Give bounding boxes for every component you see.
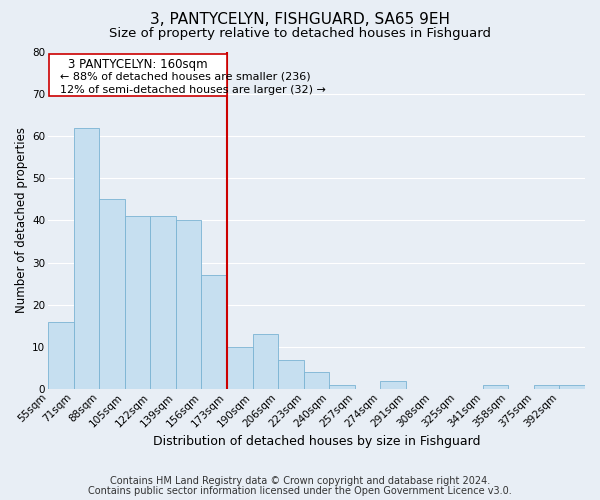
Text: Size of property relative to detached houses in Fishguard: Size of property relative to detached ho… bbox=[109, 28, 491, 40]
Bar bbox=[278, 360, 304, 390]
Bar bbox=[48, 322, 74, 390]
Bar bbox=[125, 216, 151, 390]
Text: Contains public sector information licensed under the Open Government Licence v3: Contains public sector information licen… bbox=[88, 486, 512, 496]
Text: Contains HM Land Registry data © Crown copyright and database right 2024.: Contains HM Land Registry data © Crown c… bbox=[110, 476, 490, 486]
Bar bbox=[202, 276, 227, 390]
Bar bbox=[534, 385, 559, 390]
Bar bbox=[380, 381, 406, 390]
Bar bbox=[99, 200, 125, 390]
Bar bbox=[483, 385, 508, 390]
Text: 12% of semi-detached houses are larger (32) →: 12% of semi-detached houses are larger (… bbox=[60, 86, 326, 96]
Bar bbox=[304, 372, 329, 390]
Text: 3, PANTYCELYN, FISHGUARD, SA65 9EH: 3, PANTYCELYN, FISHGUARD, SA65 9EH bbox=[150, 12, 450, 28]
Bar bbox=[559, 385, 585, 390]
Bar bbox=[227, 347, 253, 390]
X-axis label: Distribution of detached houses by size in Fishguard: Distribution of detached houses by size … bbox=[153, 434, 480, 448]
Text: 3 PANTYCELYN: 160sqm: 3 PANTYCELYN: 160sqm bbox=[68, 58, 208, 70]
Bar bbox=[176, 220, 202, 390]
Bar bbox=[74, 128, 99, 390]
Bar bbox=[329, 385, 355, 390]
FancyBboxPatch shape bbox=[49, 54, 227, 96]
Bar bbox=[253, 334, 278, 390]
Bar bbox=[151, 216, 176, 390]
Text: ← 88% of detached houses are smaller (236): ← 88% of detached houses are smaller (23… bbox=[60, 72, 311, 82]
Y-axis label: Number of detached properties: Number of detached properties bbox=[15, 128, 28, 314]
